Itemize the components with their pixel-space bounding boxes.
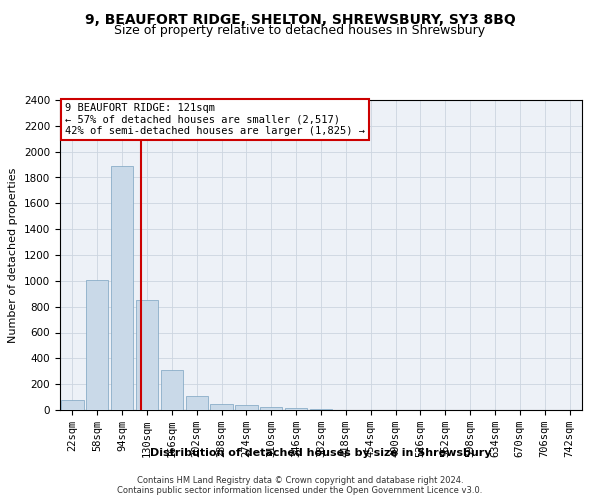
Text: 9 BEAUFORT RIDGE: 121sqm
← 57% of detached houses are smaller (2,517)
42% of sem: 9 BEAUFORT RIDGE: 121sqm ← 57% of detach…	[65, 103, 365, 136]
Text: Size of property relative to detached houses in Shrewsbury: Size of property relative to detached ho…	[115, 24, 485, 37]
Bar	[285, 408, 307, 410]
Y-axis label: Number of detached properties: Number of detached properties	[8, 168, 19, 342]
Text: 9, BEAUFORT RIDGE, SHELTON, SHREWSBURY, SY3 8BQ: 9, BEAUFORT RIDGE, SHELTON, SHREWSBURY, …	[85, 12, 515, 26]
Bar	[111, 166, 133, 410]
Bar	[235, 406, 257, 410]
Text: Contains HM Land Registry data © Crown copyright and database right 2024.
Contai: Contains HM Land Registry data © Crown c…	[118, 476, 482, 495]
Bar	[211, 404, 233, 410]
Bar	[161, 370, 183, 410]
Bar	[185, 396, 208, 410]
Bar	[61, 400, 83, 410]
Bar	[86, 280, 109, 410]
Text: Distribution of detached houses by size in Shrewsbury: Distribution of detached houses by size …	[150, 448, 492, 458]
Bar	[136, 300, 158, 410]
Bar	[260, 408, 283, 410]
